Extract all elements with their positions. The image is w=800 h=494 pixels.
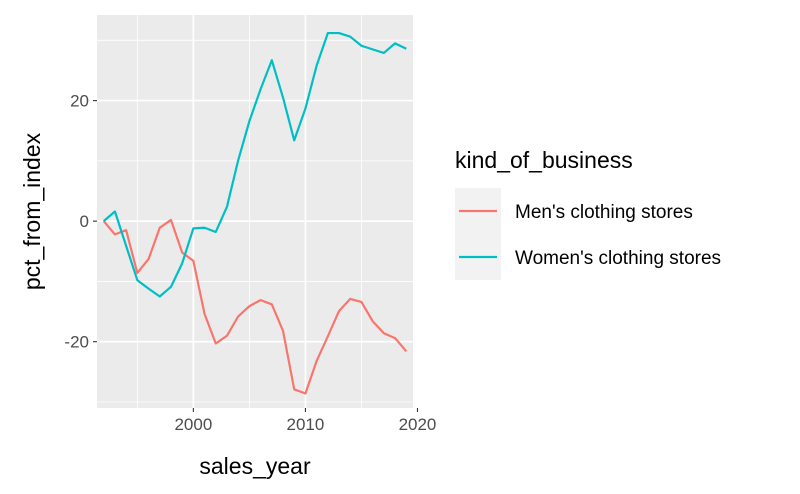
series-line-0 (102, 218, 408, 395)
tick-labels: 2000 2010 2020 -20 0 20 (64, 92, 436, 434)
x-tick-label: 2020 (399, 415, 437, 434)
legend: kind_of_business Men's clothing stores Wo… (455, 147, 721, 280)
legend-label: Men's clothing stores (515, 202, 693, 223)
y-tick-label: -20 (64, 333, 89, 352)
major-gridlines (97, 15, 419, 408)
x-tick-label: 2010 (287, 415, 325, 434)
y-tick-label: 20 (70, 92, 89, 111)
y-tick-label: 0 (80, 212, 89, 231)
series-lines (102, 31, 408, 395)
legend-keys: Men's clothing stores Women's clothing st… (455, 188, 721, 280)
x-axis-title: sales_year (199, 453, 311, 479)
axis-ticks (93, 100, 419, 412)
plot-panel (97, 15, 413, 408)
legend-title: kind_of_business (455, 147, 633, 173)
series-line-1 (103, 31, 407, 298)
minor-gridlines (97, 15, 413, 408)
x-tick-label: 2000 (174, 415, 212, 434)
y-axis-title: pct_from_index (19, 132, 45, 290)
legend-label: Women's clothing stores (515, 248, 721, 269)
